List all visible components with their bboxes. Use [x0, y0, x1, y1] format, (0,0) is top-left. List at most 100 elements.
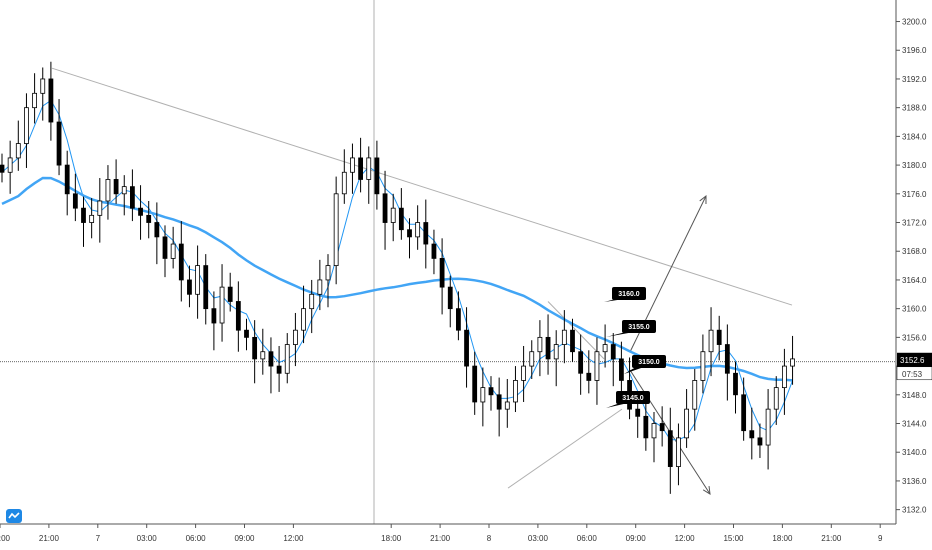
candle-body[interactable] — [733, 372, 738, 396]
candle-body[interactable] — [488, 387, 494, 396]
candle-body[interactable] — [358, 157, 364, 180]
candle-body[interactable] — [545, 336, 551, 360]
candle-body[interactable] — [480, 387, 486, 403]
candle-body[interactable] — [513, 380, 518, 403]
candle-body[interactable] — [292, 329, 298, 345]
candle-body[interactable] — [521, 365, 526, 381]
candle-body[interactable] — [464, 329, 469, 367]
candle-body[interactable] — [40, 78, 46, 94]
candle-body[interactable] — [635, 408, 641, 417]
candle-body[interactable] — [684, 408, 689, 439]
candle-body[interactable] — [472, 365, 478, 403]
callout-box[interactable] — [632, 355, 666, 368]
candle-body[interactable] — [390, 207, 396, 223]
candle-body[interactable] — [260, 351, 266, 360]
candle-body[interactable] — [594, 351, 600, 381]
candle-body[interactable] — [203, 265, 209, 310]
candle-body[interactable] — [724, 344, 730, 374]
candle-body[interactable] — [423, 222, 429, 245]
candle-body[interactable] — [105, 179, 111, 202]
candle-body[interactable] — [716, 329, 722, 345]
candle-body[interactable] — [537, 336, 543, 353]
callout-box[interactable] — [622, 320, 656, 333]
candle-body[interactable] — [700, 351, 706, 381]
candle-body[interactable] — [211, 308, 217, 324]
candle-body[interactable] — [170, 243, 176, 259]
candle-body[interactable] — [741, 394, 747, 432]
candle-body[interactable] — [496, 394, 502, 410]
candle-body[interactable] — [651, 423, 657, 439]
candlestick-series[interactable] — [0, 61, 795, 494]
candle-body[interactable] — [692, 380, 698, 410]
candle-body[interactable] — [407, 229, 412, 238]
candle-body[interactable] — [24, 107, 29, 144]
candle-body[interactable] — [773, 387, 779, 410]
candle-body[interactable] — [578, 351, 584, 374]
candle-body[interactable] — [81, 207, 86, 223]
candle-body[interactable] — [366, 157, 372, 180]
candle-body[interactable] — [708, 329, 714, 353]
candle-body[interactable] — [382, 193, 388, 223]
candle-body[interactable] — [325, 265, 331, 281]
candle-body[interactable] — [56, 121, 62, 166]
candle-body[interactable] — [431, 243, 437, 259]
candle-body[interactable] — [619, 358, 624, 381]
candle-body[interactable] — [374, 157, 380, 195]
candle-body[interactable] — [586, 372, 592, 381]
candle-body[interactable] — [276, 365, 282, 374]
candle-body[interactable] — [333, 193, 339, 266]
candle-body[interactable] — [529, 351, 535, 367]
candle-body[interactable] — [187, 279, 192, 295]
candle-body[interactable] — [89, 214, 95, 223]
x-axis[interactable]: 18:00 21:00 7 03:00 06:00 09:00 12:00 18:00 21:0… — [0, 523, 896, 543]
candle-body[interactable] — [97, 200, 103, 216]
candle-body[interactable] — [439, 258, 445, 288]
candle-body[interactable] — [138, 207, 143, 216]
candle-body[interactable] — [765, 408, 771, 446]
candle-body[interactable] — [350, 157, 355, 173]
candle-body[interactable] — [227, 286, 233, 302]
candle-body[interactable] — [610, 344, 616, 360]
candle-body[interactable] — [235, 301, 241, 331]
candle-body[interactable] — [64, 164, 70, 195]
current-price-tag[interactable] — [897, 352, 932, 367]
candle-body[interactable] — [782, 365, 787, 389]
candle-body[interactable] — [32, 92, 37, 109]
triangle-lower-trendline[interactable] — [507, 408, 623, 489]
candle-body[interactable] — [178, 243, 184, 281]
candle-body[interactable] — [602, 344, 608, 353]
y-axis[interactable]: 3132.03136.03140.03144.03148.03152.03156… — [895, 0, 932, 524]
candle-body[interactable] — [162, 236, 168, 259]
candle-body[interactable] — [113, 179, 119, 195]
candle-body[interactable] — [219, 286, 225, 324]
candle-body[interactable] — [72, 193, 78, 209]
tradingview-logo[interactable] — [6, 509, 22, 523]
candle-body[interactable] — [146, 214, 152, 223]
candle-body[interactable] — [48, 78, 54, 123]
candle-body[interactable] — [676, 437, 681, 467]
callout-box[interactable] — [616, 391, 650, 404]
candle-body[interactable] — [455, 308, 461, 331]
candle-body[interactable] — [643, 415, 649, 439]
candle-body[interactable] — [790, 358, 795, 367]
candle-body[interactable] — [504, 401, 510, 410]
candle-body[interactable] — [301, 308, 306, 331]
candle-body[interactable] — [268, 351, 274, 367]
candle-body[interactable] — [309, 293, 315, 310]
price-callouts[interactable]: 3160.0 3155.0 3150.0 3145.0 — [604, 287, 666, 408]
candle-body[interactable] — [553, 344, 559, 360]
candle-body[interactable] — [154, 222, 160, 238]
candle-body[interactable] — [0, 164, 5, 173]
triangle-upper-trendline[interactable] — [547, 301, 605, 360]
candle-body[interactable] — [15, 143, 21, 159]
candle-body[interactable] — [244, 329, 249, 338]
candle-body[interactable] — [415, 222, 421, 238]
candle-body[interactable] — [195, 265, 201, 295]
candle-body[interactable] — [667, 430, 673, 467]
candle-body[interactable] — [284, 344, 290, 374]
candle-body[interactable] — [570, 329, 575, 353]
candle-body[interactable] — [317, 279, 323, 295]
candle-body[interactable] — [398, 207, 404, 231]
candle-body[interactable] — [447, 286, 453, 310]
